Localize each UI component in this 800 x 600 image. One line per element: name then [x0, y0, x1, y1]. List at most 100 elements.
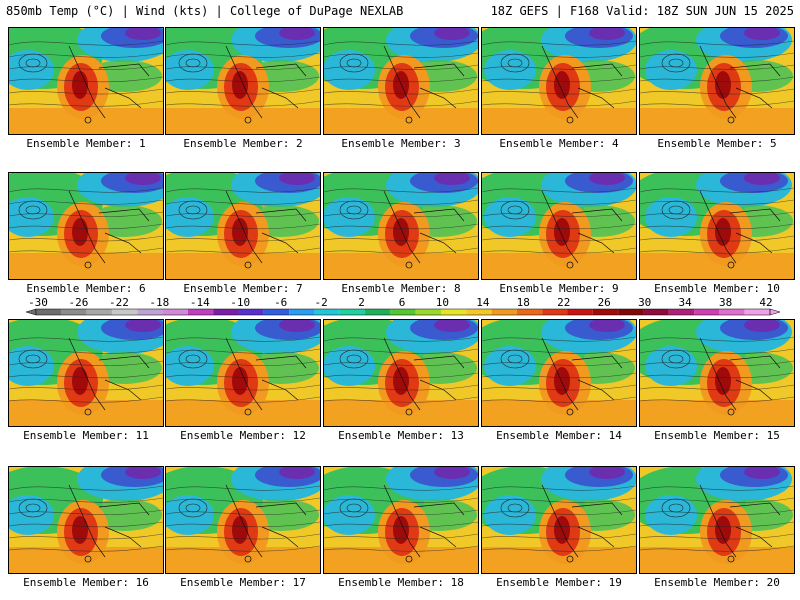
ensemble-member-label: Ensemble Member: 20	[654, 576, 780, 589]
ensemble-member-panel: Ensemble Member: 20	[639, 466, 795, 596]
colorbar-segment	[137, 309, 163, 315]
ensemble-member-panel: Ensemble Member: 4	[481, 27, 637, 157]
colorbar-tick-label: 26	[598, 296, 611, 309]
ensemble-member-panel: Ensemble Member: 5	[639, 27, 795, 157]
ensemble-member-panel: Ensemble Member: 1	[8, 27, 164, 157]
colorbar-segment	[390, 309, 416, 315]
map-field	[9, 28, 163, 134]
colorbar-segment	[466, 309, 492, 315]
map-title: 850mb Temp (°C) | Wind (kts) | College o…	[6, 4, 404, 18]
colorbar-tick-label: -10	[230, 296, 250, 309]
colorbar-segment	[289, 309, 315, 315]
colorbar-tick-label: -14	[190, 296, 210, 309]
colorbar-tick-label: -26	[68, 296, 88, 309]
colorbar-segment	[491, 309, 517, 315]
ensemble-member-panel: Ensemble Member: 10	[639, 172, 795, 302]
colorbar-segment	[61, 309, 87, 315]
colorbar-segment	[668, 309, 695, 315]
colorbar-segment	[162, 309, 188, 315]
ensemble-member-map	[165, 319, 321, 427]
colorbar-tick-label: -6	[274, 296, 287, 309]
ensemble-member-label: Ensemble Member: 13	[338, 429, 464, 442]
ensemble-member-map	[165, 172, 321, 280]
ensemble-member-map	[8, 172, 164, 280]
ensemble-member-map	[481, 319, 637, 427]
map-field	[9, 320, 163, 426]
map-field	[640, 467, 794, 573]
ensemble-member-label: Ensemble Member: 5	[657, 137, 777, 150]
colorbar-segment	[567, 309, 593, 315]
colorbar-svg: -30 -26 -22 -18 -14 -10 -6 -2 2 6 10 14 18 22 26 30 34 38…	[25, 296, 781, 316]
map-field	[482, 28, 636, 134]
ensemble-member-panel: Ensemble Member: 19	[481, 466, 637, 596]
colorbar-segment	[643, 309, 669, 315]
map-field	[640, 320, 794, 426]
map-field	[9, 467, 163, 573]
ensemble-member-map	[323, 466, 479, 574]
colorbar-tick-label: 30	[638, 296, 651, 309]
colorbar-segment	[111, 309, 138, 315]
ensemble-member-panel: Ensemble Member: 7	[165, 172, 321, 302]
map-field	[324, 28, 478, 134]
colorbar-segment	[86, 309, 112, 315]
map-field	[482, 467, 636, 573]
colorbar-segment	[187, 309, 214, 315]
ensemble-member-panel: Ensemble Member: 18	[323, 466, 479, 596]
colorbar-tick-label: 18	[517, 296, 530, 309]
ensemble-member-label: Ensemble Member: 16	[23, 576, 149, 589]
ensemble-member-panel: Ensemble Member: 9	[481, 172, 637, 302]
ensemble-member-panel: Ensemble Member: 17	[165, 466, 321, 596]
colorbar-segment	[213, 309, 239, 315]
ensemble-member-map	[323, 319, 479, 427]
ensemble-member-label: Ensemble Member: 15	[654, 429, 780, 442]
colorbar-tick-label: 34	[678, 296, 692, 309]
map-field	[640, 28, 794, 134]
ensemble-member-panel: Ensemble Member: 8	[323, 172, 479, 302]
colorbar-segment	[238, 309, 264, 315]
colorbar-segment	[719, 309, 745, 315]
ensemble-member-map	[323, 27, 479, 135]
ensemble-member-label: Ensemble Member: 2	[183, 137, 303, 150]
map-field	[166, 320, 320, 426]
colorbar-segment	[36, 309, 62, 315]
colorbar-segment	[365, 309, 391, 315]
colorbar-tick-label: -22	[109, 296, 129, 309]
ensemble-member-label: Ensemble Member: 10	[654, 282, 780, 295]
ensemble-member-label: Ensemble Member: 19	[496, 576, 622, 589]
colorbar-tick-label: -2	[314, 296, 327, 309]
ensemble-member-panel: Ensemble Member: 15	[639, 319, 795, 449]
ensemble-member-map	[8, 319, 164, 427]
ensemble-member-panel: Ensemble Member: 11	[8, 319, 164, 449]
ensemble-member-map	[165, 27, 321, 135]
colorbar-left-arrow	[25, 308, 37, 316]
ensemble-member-panel: Ensemble Member: 12	[165, 319, 321, 449]
map-field	[166, 173, 320, 279]
ensemble-member-panel: Ensemble Member: 14	[481, 319, 637, 449]
colorbar-segment	[744, 309, 770, 315]
ensemble-member-map	[639, 319, 795, 427]
colorbar-tick-label: 10	[436, 296, 449, 309]
ensemble-member-map	[481, 466, 637, 574]
temperature-colorbar: -30 -26 -22 -18 -14 -10 -6 -2 2 6 10 14 18 22 26 30 34 38…	[0, 296, 800, 318]
ensemble-member-map	[8, 466, 164, 574]
ensemble-member-label: Ensemble Member: 11	[23, 429, 149, 442]
ensemble-member-panel: Ensemble Member: 16	[8, 466, 164, 596]
ensemble-member-label: Ensemble Member: 18	[338, 576, 464, 589]
colorbar-tick-label: -18	[149, 296, 169, 309]
ensemble-member-map	[481, 27, 637, 135]
colorbar-segment	[415, 309, 441, 315]
colorbar-segment	[314, 309, 340, 315]
colorbar-tick-label: 14	[476, 296, 490, 309]
map-field	[640, 173, 794, 279]
map-field	[166, 28, 320, 134]
colorbar-segment	[694, 309, 720, 315]
colorbar-segment	[542, 309, 568, 315]
colorbar-segment	[440, 309, 467, 315]
colorbar-segment	[592, 309, 619, 315]
colorbar-tick-label: 38	[719, 296, 732, 309]
ensemble-member-label: Ensemble Member: 9	[499, 282, 619, 295]
colorbar-tick-label: -30	[28, 296, 48, 309]
ensemble-member-map	[639, 172, 795, 280]
colorbar-tick-label: 2	[358, 296, 365, 309]
ensemble-member-panel: Ensemble Member: 13	[323, 319, 479, 449]
